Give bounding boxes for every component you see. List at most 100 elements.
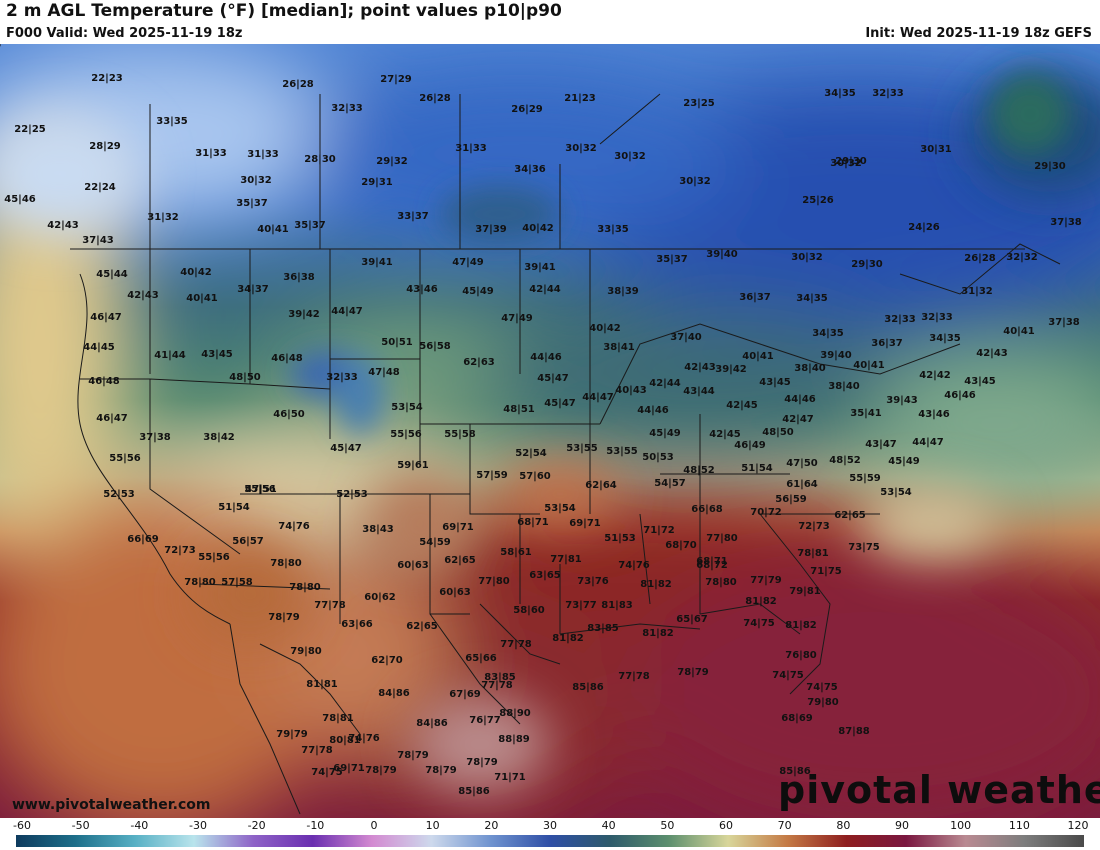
map-title: 2 m AGL Temperature (°F) [median]; point… <box>6 1 562 21</box>
point-value-label: 55|56 <box>109 453 141 464</box>
point-value-label: 22|25 <box>14 124 46 135</box>
colorbar-tick-label: 70 <box>777 819 792 832</box>
point-value-label: 47|51 <box>245 484 277 495</box>
temperature-colorbar: -60 -50 -40 -30 -20 -10 0 10 20 30 40 50 60 70 80 90 100… <box>0 818 1100 850</box>
point-value-label: 38|40 <box>828 381 860 392</box>
point-value-label: 34|37 <box>237 284 269 295</box>
point-value-label: 73|74 <box>0 44 16 47</box>
point-value-label: 45|47 <box>537 373 569 384</box>
point-value-label: 61|64 <box>786 479 818 490</box>
colorbar-tick-labels: -60 -50 -40 -30 -20 -10 0 10 20 30 40 50 60 70 80 90 100… <box>0 818 1100 834</box>
point-value-label: 39|40 <box>820 350 852 361</box>
point-value-label: 42|44 <box>649 378 681 389</box>
point-value-label: 26|29 <box>511 104 543 115</box>
map-header: 2 m AGL Temperature (°F) [median]; point… <box>0 0 1100 44</box>
point-value-label: 84|86 <box>416 718 448 729</box>
point-value-label: 77|80 <box>478 576 510 587</box>
point-value-label: 41|44 <box>154 350 186 361</box>
point-value-label: 67|69 <box>449 689 481 700</box>
point-value-label: 48|50 <box>762 427 794 438</box>
point-value-label: 70|72 <box>750 507 782 518</box>
point-value-label: 66|68 <box>691 504 723 515</box>
point-value-label: 45|49 <box>462 286 494 297</box>
point-value-label: 51|53 <box>604 533 636 544</box>
point-value-label: 48|50 <box>229 372 261 383</box>
point-value-label: 81|82 <box>640 579 672 590</box>
point-value-label: 42|45 <box>709 429 741 440</box>
point-value-label: 78|79 <box>268 612 300 623</box>
point-value-label: 81|82 <box>552 633 584 644</box>
map-canvas: 22|23 26|28 27|29 26|28 21|23 34|35 32|33 22|25… <box>0 44 1100 818</box>
point-value-label: 73|77 <box>565 600 597 611</box>
point-value-label: 35|37 <box>236 198 268 209</box>
point-value-label: 62|70 <box>371 655 403 666</box>
point-value-label: 72|73 <box>798 521 830 532</box>
point-value-label: 46|48 <box>88 376 120 387</box>
point-value-label: 46|47 <box>96 413 128 424</box>
point-value-label: 69|71 <box>333 763 365 774</box>
colorbar-tick-label: 110 <box>1008 819 1030 832</box>
point-value-label: 59|61 <box>397 460 429 471</box>
point-value-label: 74|76 <box>348 733 380 744</box>
point-value-label: 40|41 <box>853 360 885 371</box>
point-value-label: 37|43 <box>82 235 114 246</box>
point-value-label: 31|32 <box>961 286 993 297</box>
point-value-label: 36|38 <box>283 272 315 283</box>
point-values-layer: 22|23 26|28 27|29 26|28 21|23 34|35 32|33 22|25… <box>0 44 1082 797</box>
point-value-label: 48|52 <box>829 455 861 466</box>
point-value-label: 84|86 <box>378 688 410 699</box>
colorbar-tick-label: -40 <box>130 819 149 832</box>
point-value-label: 81|81 <box>306 679 338 690</box>
colorbar-tick-label: -60 <box>13 819 31 832</box>
point-value-label: 43|44 <box>683 386 715 397</box>
colorbar-tick-label: -20 <box>247 819 266 832</box>
point-value-label: 78|80 <box>270 558 302 569</box>
point-value-label: 52|53 <box>103 489 135 500</box>
point-value-label: 85|86 <box>779 766 811 777</box>
point-value-label: 43|45 <box>201 349 233 360</box>
point-value-label: 22|23 <box>91 73 123 84</box>
colorbar-tick-label: -30 <box>189 819 207 832</box>
point-value-label: 50|53 <box>642 452 674 463</box>
point-value-label: 44|45 <box>83 342 115 353</box>
point-value-label: 46|46 <box>944 390 976 401</box>
point-value-label: 73|76 <box>577 576 609 587</box>
point-value-label: 77|78 <box>500 639 532 650</box>
point-value-label: 78|80 <box>289 582 321 593</box>
point-value-label: 47|49 <box>452 257 484 268</box>
point-value-label: 40|42 <box>522 223 554 234</box>
point-value-label: 78|80 <box>184 577 216 588</box>
point-value-label: 55|56 <box>244 484 276 495</box>
point-value-label: 56|58 <box>419 341 451 352</box>
point-value-label: 45|46 <box>4 194 36 205</box>
point-value-label: 29|30 <box>851 259 883 270</box>
point-value-label: 79|81 <box>789 586 821 597</box>
point-value-label: 45|49 <box>888 456 920 467</box>
point-value-label: 83|85 <box>484 672 516 683</box>
point-value-label: 63|65 <box>529 570 561 581</box>
point-value-label: 69|71 <box>569 518 601 529</box>
point-value-label: 34|35 <box>812 328 844 339</box>
point-value-label: 68|72 <box>696 560 728 571</box>
point-value-label: 30|32 <box>679 176 711 187</box>
colorbar-tick-label: 120 <box>1067 819 1089 832</box>
point-value-label: 28|30 <box>304 154 336 165</box>
point-value-label: 60|62 <box>364 592 396 603</box>
point-value-label: 88|89 <box>498 734 530 745</box>
point-value-label: 42|45 <box>726 400 758 411</box>
point-value-label: 77|78 <box>481 680 513 691</box>
point-value-label: 44|47 <box>331 306 363 317</box>
point-value-label: 42|43 <box>976 348 1008 359</box>
point-value-label: 31|33 <box>247 149 279 160</box>
point-value-label: 78|79 <box>397 750 429 761</box>
point-value-label: 62|64 <box>585 480 617 491</box>
point-value-label: 39|42 <box>288 309 320 320</box>
point-value-label: 76|77 <box>469 715 501 726</box>
point-value-label: 58|61 <box>500 547 532 558</box>
point-value-label: 29|31 <box>361 177 393 188</box>
point-value-label: 45|49 <box>649 428 681 439</box>
point-value-label: 62|63 <box>463 357 495 368</box>
point-value-label: 83|85 <box>587 623 619 634</box>
point-value-label: 79|79 <box>276 729 308 740</box>
point-value-label: 39|41 <box>524 262 556 273</box>
